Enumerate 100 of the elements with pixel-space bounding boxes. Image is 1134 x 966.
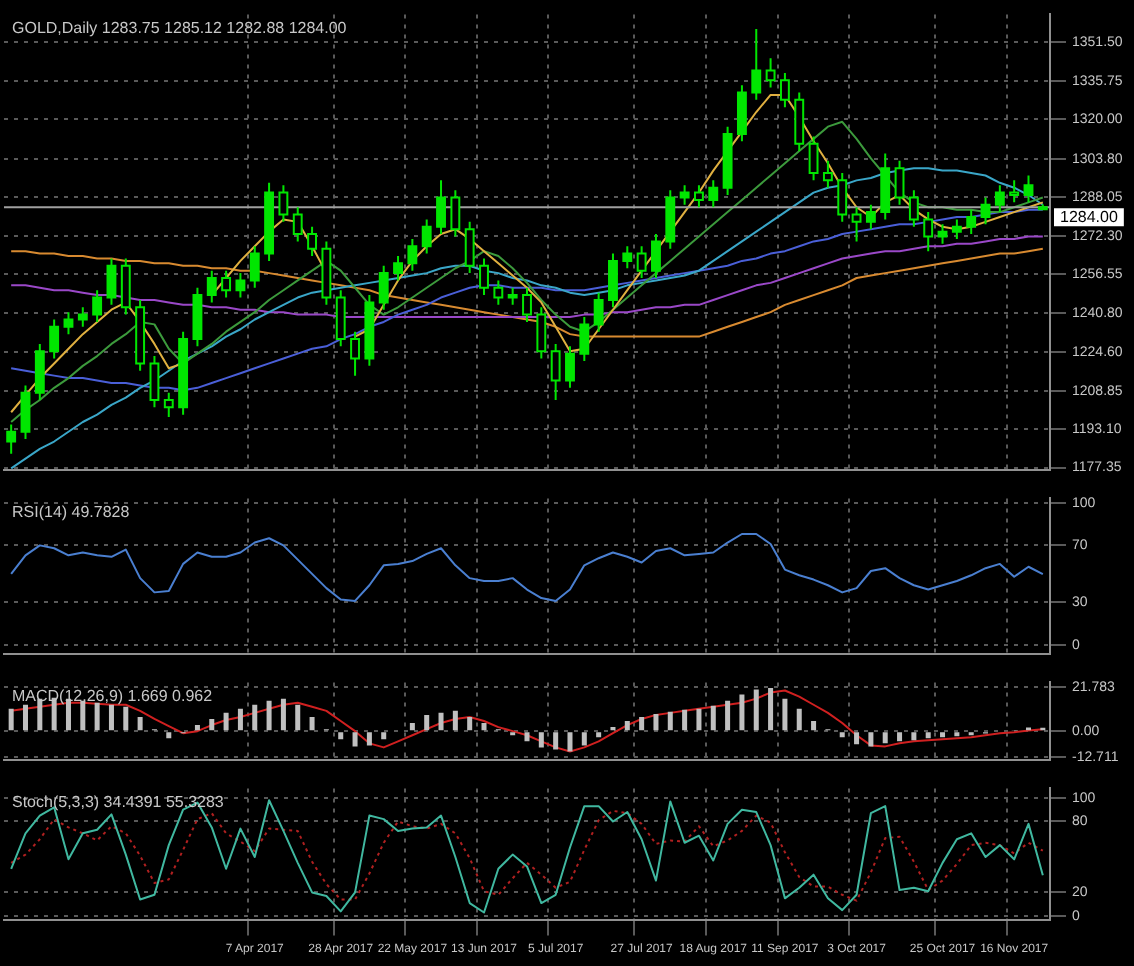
bar (667, 711, 673, 731)
candlestick (536, 306, 547, 360)
candlestick (822, 159, 833, 189)
candlestick (837, 172, 848, 223)
candlestick (894, 159, 905, 206)
candlestick (708, 179, 719, 209)
bar (424, 714, 430, 731)
candlestick (951, 218, 962, 240)
candlestick (120, 257, 131, 316)
candlestick (593, 291, 604, 333)
bar (108, 704, 114, 731)
candlestick (493, 279, 504, 306)
candlestick (264, 181, 275, 262)
candlestick (350, 330, 360, 377)
bar (710, 705, 716, 731)
bar (782, 698, 788, 731)
candlestick (808, 135, 819, 182)
bar (839, 732, 845, 738)
chart-title: RSI(14) 49.7828 (12, 502, 131, 521)
chart-title: MACD(12,26,9) 1.669 0.962 (12, 686, 214, 705)
candlestick (407, 237, 418, 272)
bar (524, 732, 530, 742)
candlestick (163, 391, 174, 419)
bar (22, 704, 28, 731)
bar (194, 725, 200, 731)
candlestick (6, 423, 17, 455)
candlestick (665, 189, 676, 250)
candlestick (278, 184, 289, 223)
candlestick (1037, 203, 1048, 211)
candlestick (1009, 179, 1020, 204)
candlestick (865, 203, 876, 231)
bar (854, 732, 860, 745)
bar (8, 708, 14, 731)
candlestick (679, 184, 690, 206)
candlestick (507, 286, 518, 306)
candlestick (522, 286, 532, 323)
bar (266, 700, 272, 731)
ref-line-label: 1284.00 (1060, 207, 1119, 226)
bar (897, 732, 903, 742)
candlestick (221, 269, 232, 299)
candlestick (206, 269, 217, 304)
bar (366, 732, 372, 746)
bar (753, 689, 759, 731)
bar (911, 732, 917, 741)
bar (811, 721, 817, 731)
candlestick (464, 220, 475, 275)
candlestick (335, 289, 346, 348)
candlestick (565, 345, 575, 389)
candlestick (106, 257, 117, 306)
bar (237, 708, 243, 731)
candlestick (292, 206, 303, 243)
candlestick (421, 218, 432, 255)
bar (696, 708, 702, 731)
bar (295, 704, 301, 731)
bar (166, 732, 172, 739)
bar (868, 732, 874, 747)
bar (682, 709, 688, 731)
bar (639, 716, 645, 731)
line-series (10, 809, 1044, 902)
candlestick (851, 206, 862, 243)
candlestick (579, 316, 590, 362)
candlestick (450, 189, 461, 238)
candlestick (1023, 174, 1034, 204)
candlestick (779, 71, 790, 109)
bar (925, 732, 931, 739)
bar (624, 721, 630, 731)
candlestick (307, 225, 318, 258)
bar (352, 732, 358, 747)
bar (452, 710, 458, 731)
bar (581, 732, 587, 746)
candlestick (479, 257, 489, 297)
bar (467, 716, 473, 731)
bar (223, 712, 229, 731)
candlestick (880, 152, 891, 221)
chart-title: Stoch(5,3,3) 34.4391 55.3283 (12, 792, 225, 811)
candlestick (235, 272, 246, 299)
candlestick (49, 318, 60, 360)
bar (739, 694, 745, 731)
bar (252, 704, 258, 731)
candlestick (178, 330, 189, 416)
candlestick (249, 245, 260, 289)
bar (567, 732, 573, 752)
bar (596, 732, 602, 738)
chart-title: GOLD,Daily 1283.75 1285.12 1282.88 1284.00 (12, 18, 348, 37)
candlestick (794, 91, 805, 153)
candlestick (622, 245, 633, 270)
candlestick (751, 28, 762, 101)
bar (538, 732, 544, 748)
candlestick (736, 84, 747, 143)
candlestick (34, 342, 45, 402)
bar (137, 716, 143, 731)
bar (796, 708, 802, 731)
candlestick (92, 289, 103, 323)
bar (409, 723, 415, 731)
bar (940, 732, 946, 738)
bar (123, 706, 129, 731)
candlestick (636, 245, 647, 279)
candlestick (908, 189, 919, 228)
candlestick (149, 355, 160, 409)
bar (94, 702, 100, 731)
